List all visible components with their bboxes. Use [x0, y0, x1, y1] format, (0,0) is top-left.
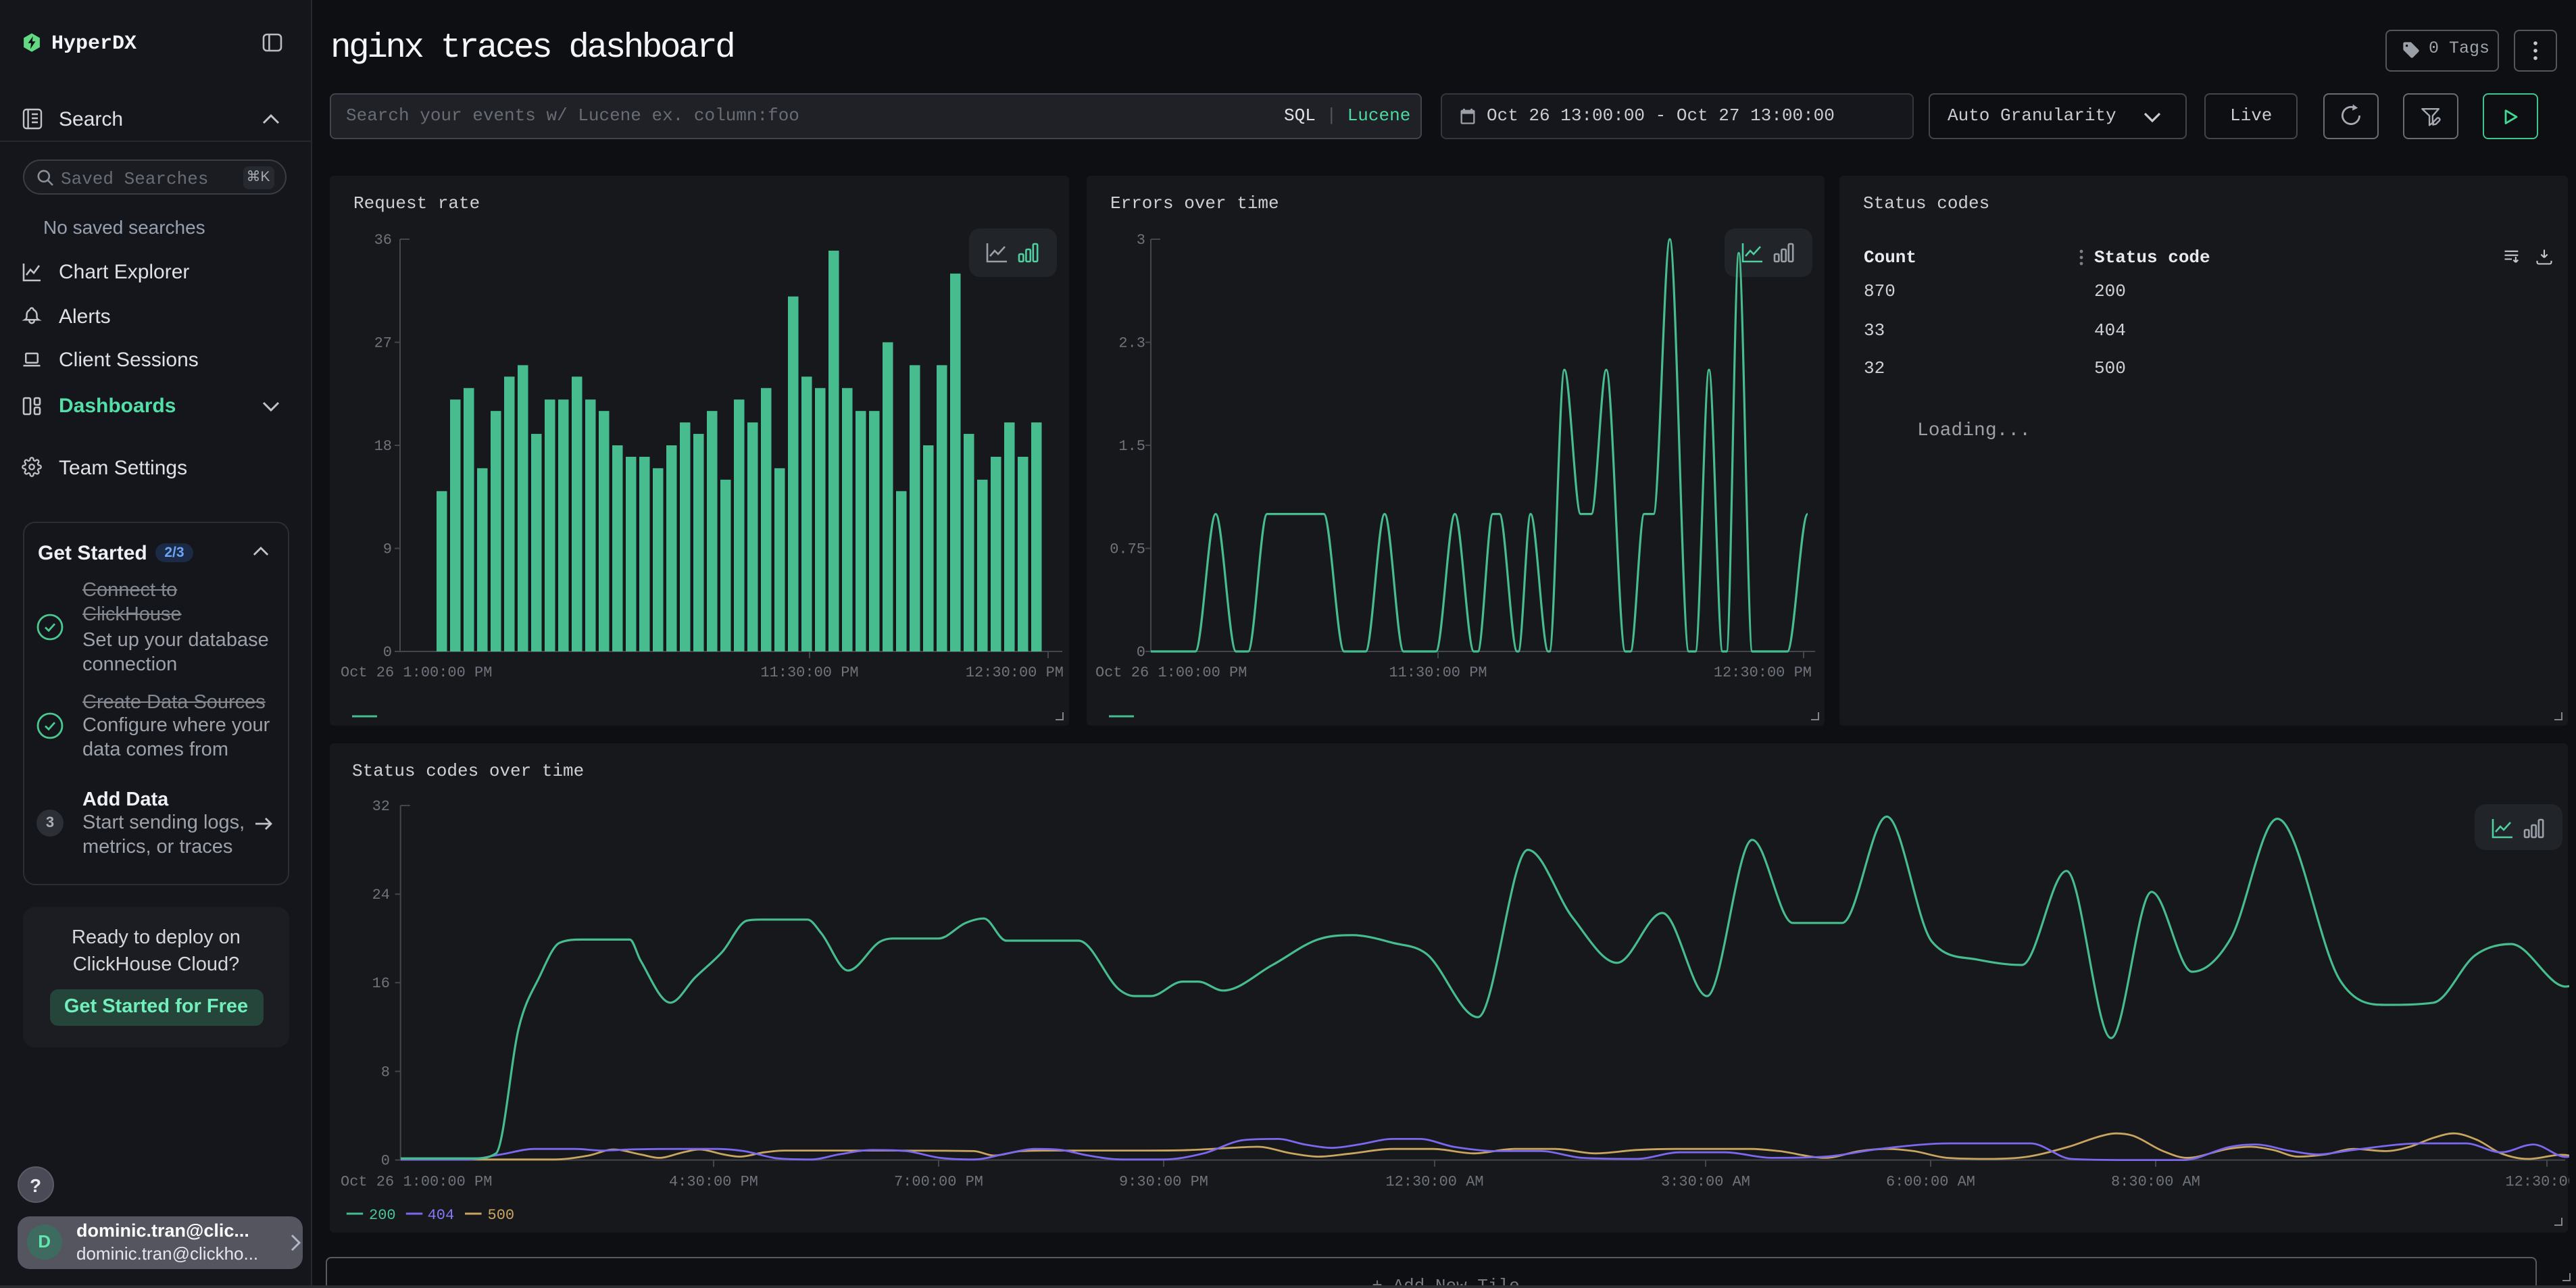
svg-text:200: 200	[368, 1206, 395, 1223]
svg-text:9:30:00 PM: 9:30:00 PM	[1118, 1173, 1208, 1190]
svg-text:1.5: 1.5	[1118, 438, 1145, 455]
svg-text:16: 16	[372, 974, 389, 991]
svg-text:0: 0	[382, 644, 391, 661]
svg-text:12:30:00 PM: 12:30:00 PM	[1713, 664, 1811, 681]
svg-text:Oct 26 1:00:00 PM: Oct 26 1:00:00 PM	[340, 1173, 491, 1190]
svg-text:8: 8	[380, 1063, 389, 1080]
svg-text:6:00:00 AM: 6:00:00 AM	[1885, 1173, 1975, 1190]
svg-text:3: 3	[1136, 232, 1145, 249]
svg-text:404: 404	[427, 1206, 454, 1223]
svg-text:2.3: 2.3	[1118, 335, 1145, 352]
svg-text:4:30:00 PM: 4:30:00 PM	[668, 1173, 758, 1190]
svg-text:0: 0	[1136, 644, 1145, 661]
svg-text:8:30:00 AM: 8:30:00 AM	[2110, 1173, 2200, 1190]
svg-text:3:30:00 AM: 3:30:00 AM	[1660, 1173, 1750, 1190]
svg-text:24: 24	[372, 886, 389, 903]
svg-text:7:00:00 PM: 7:00:00 PM	[893, 1173, 983, 1190]
svg-text:Oct 26 1:00:00 PM: Oct 26 1:00:00 PM	[1095, 664, 1246, 681]
svg-text:32: 32	[372, 797, 389, 814]
svg-text:12:30:00 PM: 12:30:00 PM	[965, 664, 1063, 681]
svg-text:Oct 26 1:00:00 PM: Oct 26 1:00:00 PM	[340, 664, 491, 681]
svg-text:0: 0	[380, 1152, 389, 1169]
svg-text:12:30:00 AM: 12:30:00 AM	[1385, 1173, 1483, 1190]
svg-text:27: 27	[374, 335, 391, 352]
svg-text:500: 500	[487, 1206, 514, 1223]
svg-text:36: 36	[374, 232, 391, 249]
svg-text:18: 18	[374, 438, 391, 455]
svg-text:12:30:00 PM: 12:30:00 PM	[2504, 1173, 2569, 1190]
svg-text:0.75: 0.75	[1109, 541, 1145, 558]
svg-text:11:30:00 PM: 11:30:00 PM	[1388, 664, 1486, 681]
svg-text:9: 9	[382, 541, 391, 558]
svg-text:11:30:00 PM: 11:30:00 PM	[760, 664, 858, 681]
